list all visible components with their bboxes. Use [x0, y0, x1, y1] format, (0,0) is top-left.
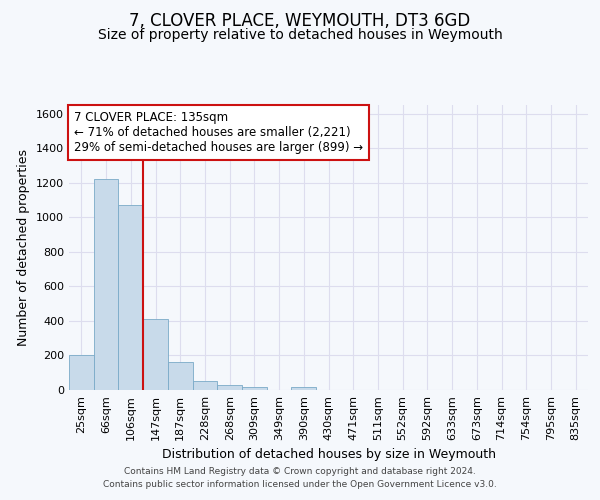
Bar [168, 362, 193, 390]
Bar [69, 356, 94, 390]
Bar [242, 386, 267, 390]
Text: 7, CLOVER PLACE, WEYMOUTH, DT3 6GD: 7, CLOVER PLACE, WEYMOUTH, DT3 6GD [130, 12, 470, 30]
Bar [118, 205, 143, 390]
Bar [292, 386, 316, 390]
Bar [193, 380, 217, 390]
Text: Contains public sector information licensed under the Open Government Licence v3: Contains public sector information licen… [103, 480, 497, 489]
Text: Size of property relative to detached houses in Weymouth: Size of property relative to detached ho… [98, 28, 502, 42]
Text: Contains HM Land Registry data © Crown copyright and database right 2024.: Contains HM Land Registry data © Crown c… [124, 467, 476, 476]
Y-axis label: Number of detached properties: Number of detached properties [17, 149, 31, 346]
Bar [143, 319, 168, 390]
X-axis label: Distribution of detached houses by size in Weymouth: Distribution of detached houses by size … [161, 448, 496, 462]
Bar [217, 385, 242, 390]
Bar [94, 180, 118, 390]
Text: 7 CLOVER PLACE: 135sqm
← 71% of detached houses are smaller (2,221)
29% of semi-: 7 CLOVER PLACE: 135sqm ← 71% of detached… [74, 110, 364, 154]
